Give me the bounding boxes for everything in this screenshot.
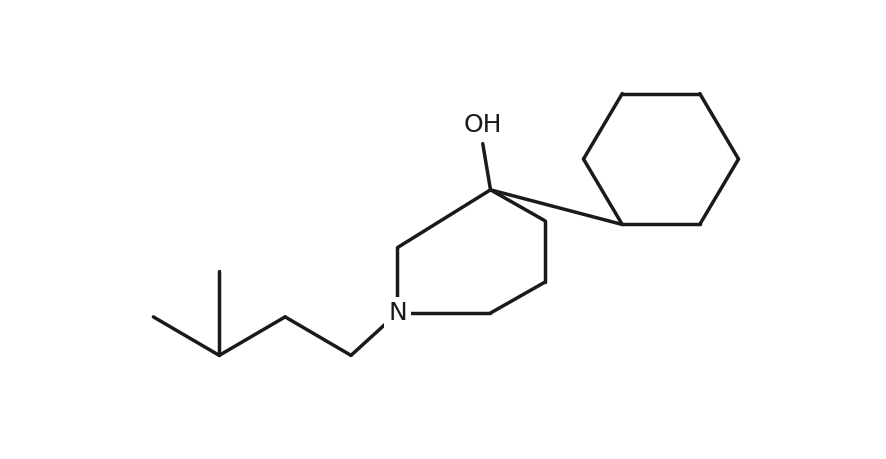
- Text: OH: OH: [463, 113, 502, 137]
- Text: N: N: [388, 301, 407, 325]
